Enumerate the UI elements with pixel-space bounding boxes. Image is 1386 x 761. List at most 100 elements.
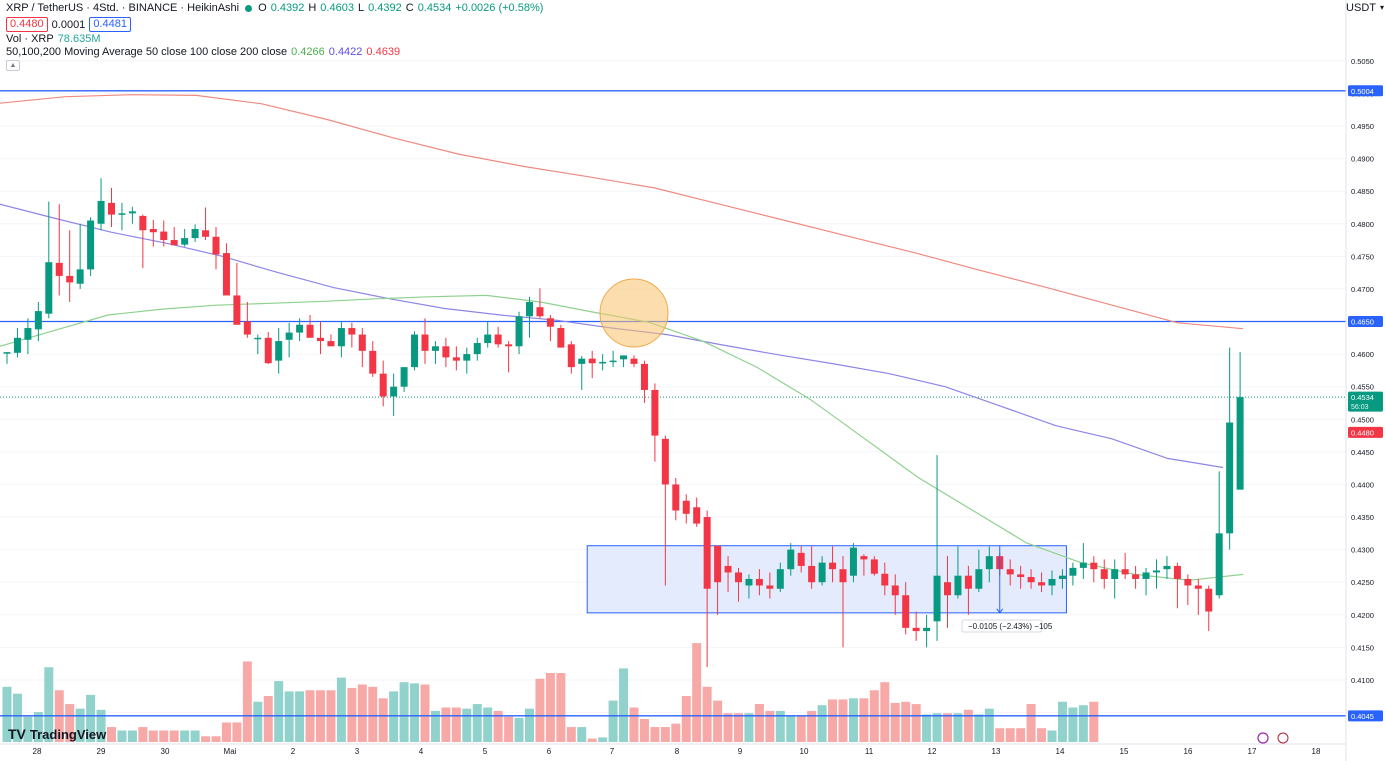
volume-bar: [44, 667, 54, 742]
candle-body: [891, 585, 899, 596]
y-tick-label: 0.4500: [1351, 415, 1374, 424]
volume-bar: [169, 730, 179, 742]
volume-bar: [159, 730, 169, 742]
volume-bar: [2, 686, 12, 742]
price-axis: [1346, 0, 1386, 761]
us-flag-event-icon: [1277, 732, 1289, 744]
volume-bar: [765, 710, 775, 742]
currency-dropdown-icon[interactable]: ▾: [1379, 3, 1384, 12]
currency-label[interactable]: USDT: [1346, 2, 1376, 14]
open-value: 0.4392: [270, 2, 305, 14]
candle-body: [463, 354, 471, 361]
price-tag-hline-bottom: 0.4045: [1351, 712, 1374, 721]
tradingview-logo[interactable]: TV TradingView: [8, 726, 106, 742]
ma-legend[interactable]: 50,100,200 Moving Average 50 close 100 c…: [6, 46, 400, 58]
volume-bar: [963, 709, 973, 742]
candle-body: [337, 328, 345, 347]
candle-body: [923, 627, 931, 632]
symbol-title[interactable]: XRP / TetherUS · 4Std. · BINANCE · Heiki…: [6, 2, 240, 14]
volume-bar: [577, 727, 587, 742]
candle-body: [348, 328, 356, 335]
candle-body: [567, 344, 575, 368]
candle-body: [358, 334, 366, 351]
candle-body: [473, 343, 481, 355]
candle-body: [1121, 569, 1129, 575]
price-tag-hline-mid: 0.4650: [1351, 318, 1374, 327]
price-tag-last-bg: [1348, 391, 1383, 412]
close-value: 0.4534: [417, 2, 452, 14]
volume-bar: [932, 713, 942, 742]
y-tick-label: 0.4300: [1351, 546, 1374, 555]
candle-body: [651, 389, 659, 436]
volume-bar: [295, 691, 305, 742]
candle-body: [1184, 578, 1192, 586]
candle-body: [870, 559, 878, 574]
candle-body: [139, 215, 147, 231]
volume-label: Vol · XRP: [6, 33, 54, 45]
candle-body: [327, 341, 335, 347]
x-tick-label: 8: [675, 747, 680, 756]
volume-bar: [828, 699, 838, 742]
volume-bar: [608, 700, 618, 742]
candle-body: [912, 627, 920, 632]
x-tick-label: 9: [738, 747, 743, 756]
candle-body: [1142, 572, 1150, 579]
collapse-legend-button[interactable]: ▲: [6, 60, 20, 71]
y-tick-label: 0.4750: [1351, 252, 1374, 261]
candle-body: [808, 565, 816, 583]
measure-label-box: [961, 619, 1043, 633]
candle-body: [1236, 397, 1244, 490]
volume-bar: [378, 698, 388, 742]
candle-body: [860, 556, 868, 560]
buy-price-button[interactable]: 0.4481: [89, 17, 131, 32]
y-tick-label: 0.4800: [1351, 220, 1374, 229]
candle-body: [881, 573, 889, 586]
sell-price-button[interactable]: 0.4480: [6, 17, 48, 32]
volume-bar: [880, 682, 890, 742]
volume-bar: [545, 673, 555, 742]
candle-body: [682, 500, 690, 514]
x-tick-label: 15: [1120, 747, 1129, 756]
candle-body: [1173, 565, 1181, 579]
volume-bar: [12, 693, 22, 742]
volume-bar: [671, 723, 681, 742]
candle-body: [421, 334, 429, 351]
volume-bar: [1057, 701, 1067, 742]
volume-bar: [775, 710, 785, 742]
ma200-value: 0.4639: [366, 46, 401, 58]
candle-body: [849, 547, 857, 576]
candle-body: [578, 358, 586, 364]
volume-bar: [96, 709, 106, 742]
volume-bar: [451, 707, 461, 742]
candle-body: [431, 346, 439, 351]
volume-bar: [922, 714, 932, 742]
candle-body: [1058, 575, 1066, 579]
candle-body: [672, 484, 680, 511]
price-tag-hline-top-bg: [1348, 85, 1383, 97]
x-tick-label: 5: [483, 747, 488, 756]
y-tick-label: 0.4450: [1351, 448, 1374, 457]
candle-body: [243, 321, 251, 335]
volume-value: 78.635M: [57, 33, 101, 45]
x-tick-label: 13: [992, 747, 1001, 756]
high-label: H: [308, 2, 317, 14]
candle-body: [630, 358, 638, 364]
x-tick-label: 17: [1248, 747, 1257, 756]
volume-bar: [368, 686, 378, 742]
volume-bar: [1089, 701, 1099, 742]
volume-bar: [974, 714, 984, 742]
lightning-event-icon: [1257, 732, 1269, 744]
candle-body: [296, 324, 304, 333]
volume-bar: [535, 678, 545, 742]
volume-bar: [138, 727, 148, 742]
candle-body: [233, 295, 241, 325]
volume-bar: [838, 699, 848, 742]
chevron-up-icon: ▲: [9, 62, 17, 69]
ma-label: 50,100,200 Moving Average 50 close 100 c…: [6, 46, 288, 58]
candle-body: [1079, 562, 1087, 568]
candle-body: [55, 262, 63, 276]
candle-body: [45, 262, 53, 314]
x-tick-label: 30: [161, 747, 170, 756]
volume-legend[interactable]: Vol · XRP 78.635M: [6, 33, 101, 45]
